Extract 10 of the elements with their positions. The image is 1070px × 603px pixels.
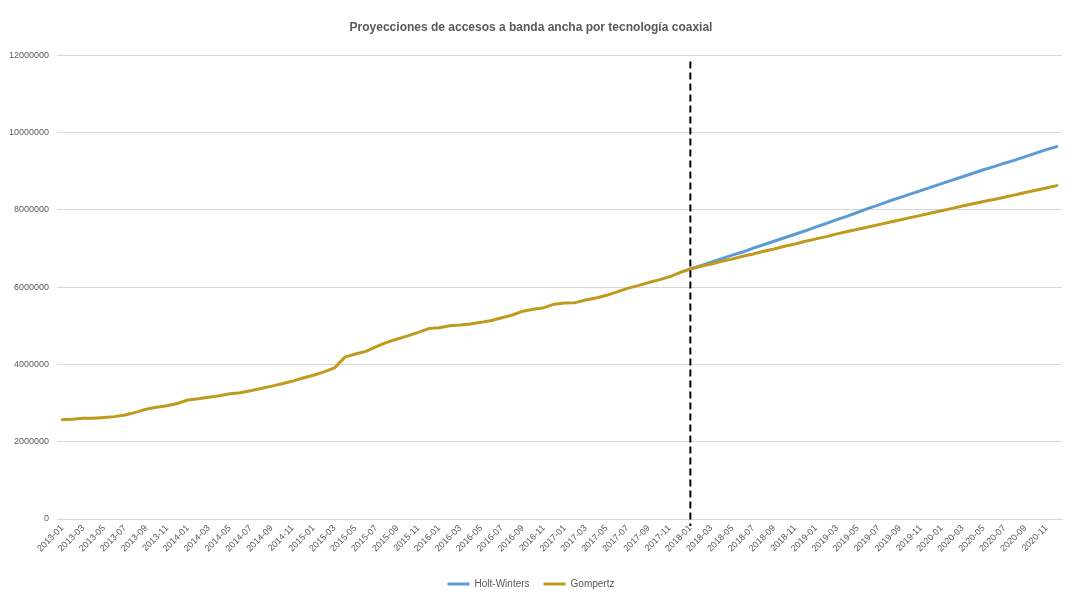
chart-title: Proyecciones de accesos a banda ancha por tecnología coaxial — [349, 19, 713, 34]
y-tick-label: 0 — [43, 513, 49, 524]
y-tick-label: 8000000 — [13, 204, 49, 215]
legend-label: Gompertz — [570, 577, 615, 589]
y-tick-label: 10000000 — [8, 127, 49, 138]
y-tick-label: 12000000 — [8, 49, 49, 60]
y-tick-label: 2000000 — [13, 436, 49, 447]
y-tick-label: 6000000 — [13, 281, 49, 292]
y-tick-label: 4000000 — [13, 358, 49, 369]
legend-label: Holt-Winters — [474, 577, 530, 589]
